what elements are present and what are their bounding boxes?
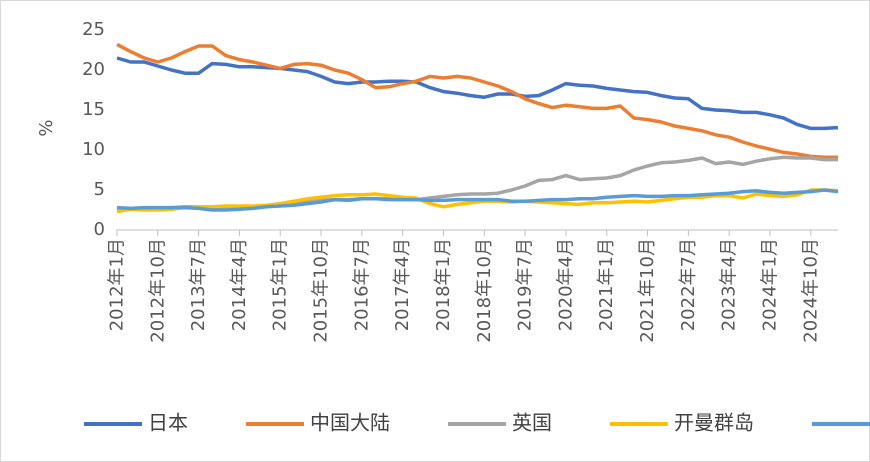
x-tick-label: 2015年1月 — [270, 238, 291, 331]
x-tick-label: 2023年4月 — [719, 238, 740, 331]
x-tick-label: 2016年7月 — [351, 238, 372, 331]
x-tick-label: 2024年10月 — [800, 238, 821, 343]
y-tick-label: 20 — [82, 59, 105, 80]
legend-label: 中国大陆 — [310, 411, 390, 435]
legend-label: 日本 — [148, 411, 188, 435]
y-tick-label: 0 — [94, 219, 105, 240]
x-tick-label: 2021年10月 — [637, 238, 658, 343]
x-tick-label: 2012年10月 — [147, 238, 168, 343]
x-tick-label: 2013年7月 — [188, 238, 209, 331]
x-tick-label: 2012年1月 — [107, 238, 128, 331]
x-tick-label: 2019年7月 — [515, 238, 536, 331]
x-tick-label: 2022年7月 — [678, 238, 699, 331]
legend-label: 英国 — [512, 411, 552, 435]
y-tick-label: 25 — [82, 19, 105, 40]
series-line — [116, 56, 839, 131]
y-tick-label: 15 — [82, 99, 105, 120]
x-tick-label: 2020年4月 — [555, 238, 576, 331]
x-tick-label: 2015年10月 — [311, 238, 332, 343]
y-tick-label: 10 — [82, 139, 105, 160]
y-tick-label: 5 — [94, 179, 105, 200]
x-tick-label: 2014年4月 — [229, 238, 250, 331]
series-line — [116, 188, 839, 212]
legend-label: 开曼群岛 — [674, 411, 754, 435]
y-axis-label: % — [36, 119, 57, 136]
x-tick-label: 2017年4月 — [392, 238, 413, 331]
x-tick-label: 2018年10月 — [474, 238, 495, 343]
x-tick-label: 2018年1月 — [433, 238, 454, 331]
x-tick-label: 2021年1月 — [596, 238, 617, 331]
x-tick-label: 2024年1月 — [759, 238, 780, 331]
series-line — [116, 42, 838, 159]
